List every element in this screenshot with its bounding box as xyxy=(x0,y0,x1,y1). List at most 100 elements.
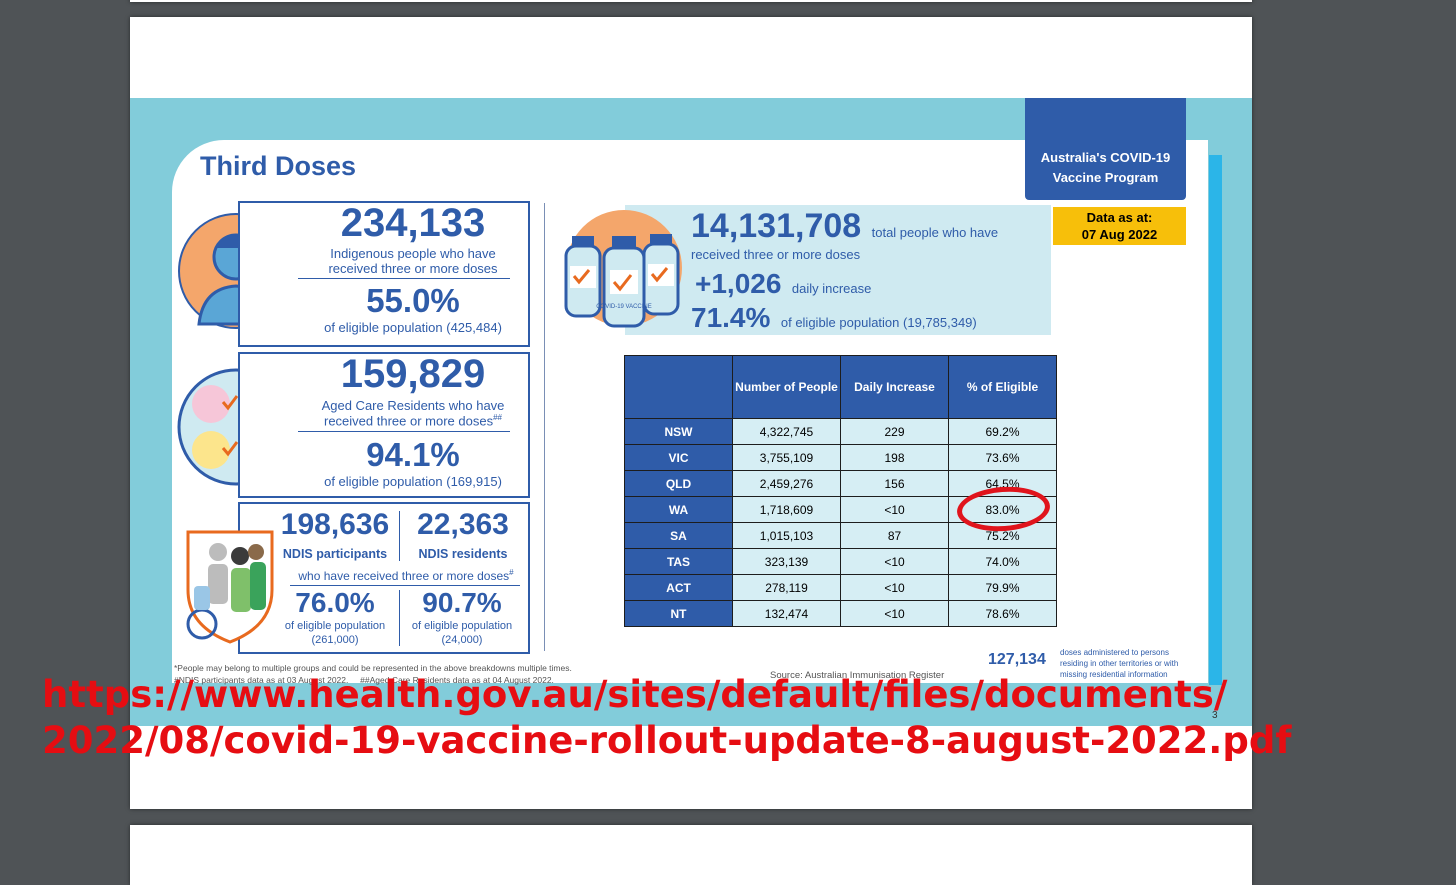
ndis-participants-label: NDIS participants xyxy=(282,547,388,561)
total-percent-label: of eligible population (19,785,349) xyxy=(780,315,977,330)
state-people: 2,459,276 xyxy=(732,470,841,497)
ndis-participants-eligible-1: of eligible population xyxy=(284,620,386,632)
other-note: doses administered to persons residing i… xyxy=(1060,647,1178,680)
table-header-row: Number of People Daily Increase % of Eli… xyxy=(624,355,1057,419)
ndis-received-text: who have received three or more doses xyxy=(298,569,510,583)
slide: Australia's COVID-19 Vaccine Program Dat… xyxy=(130,98,1252,726)
state-pct: 75.2% xyxy=(948,522,1057,549)
ndis-received: who have received three or more doses# xyxy=(288,568,524,583)
indigenous-percent: 55.0% xyxy=(366,282,460,319)
url-overlay-line-1: https://www.health.gov.au/sites/default/… xyxy=(42,673,1228,716)
state-name: QLD xyxy=(624,470,733,497)
state-pct: 69.2% xyxy=(948,418,1057,445)
aged-care-desc-2-text: received three or more doses xyxy=(324,413,494,429)
indigenous-box xyxy=(238,201,530,347)
state-name: NSW xyxy=(624,418,733,445)
ndis-residents-percent: 90.7% xyxy=(422,587,502,618)
table-row: NSW 4,322,745 229 69.2% xyxy=(624,418,1057,445)
total-percent: 71.4% xyxy=(691,302,771,333)
section-divider xyxy=(544,203,545,651)
footnote-2: #NDIS participants data as at 03 August … xyxy=(174,675,554,685)
ndis-participants-percent: 76.0% xyxy=(295,587,375,618)
table-header-pct: % of Eligible xyxy=(948,355,1057,419)
state-pct: 83.0% xyxy=(948,496,1057,523)
state-people: 3,755,109 xyxy=(732,444,841,471)
ndis-participants-count: 198,636 xyxy=(280,508,390,541)
percent-row: 71.4% of eligible population (19,785,349… xyxy=(691,302,977,334)
state-daily: <10 xyxy=(840,600,949,627)
daily-label: daily increase xyxy=(791,281,872,296)
next-page xyxy=(130,825,1252,885)
state-daily: <10 xyxy=(840,496,949,523)
ndis-residents-eligible-1: of eligible population xyxy=(411,620,513,632)
table-header-state xyxy=(624,355,733,419)
table-row: ACT 278,119 <10 79.9% xyxy=(624,574,1057,601)
aged-care-percent: 94.1% xyxy=(366,436,460,473)
table-row: WA 1,718,609 <10 83.0% xyxy=(624,496,1057,523)
state-name: TAS xyxy=(624,548,733,575)
aged-care-divider xyxy=(298,431,510,432)
state-name: NT xyxy=(624,600,733,627)
state-daily: 156 xyxy=(840,470,949,497)
daily-increase: +1,026 xyxy=(695,268,782,299)
state-name: ACT xyxy=(624,574,733,601)
total-suffix: total people who have xyxy=(871,225,999,240)
table-row: SA 1,015,103 87 75.2% xyxy=(624,522,1057,549)
slide-title: Third Doses xyxy=(200,151,357,181)
ndis-participants-eligible-2: (261,000) xyxy=(311,634,359,646)
aged-care-eligible: of eligible population (169,915) xyxy=(324,474,502,489)
indigenous-desc-1: Indigenous people who have xyxy=(330,246,496,261)
state-name: WA xyxy=(624,496,733,523)
state-pct: 74.0% xyxy=(948,548,1057,575)
state-daily: <10 xyxy=(840,574,949,601)
aged-care-desc-mark: ## xyxy=(493,413,502,422)
state-daily: 229 xyxy=(840,418,949,445)
pdf-page: Australia's COVID-19 Vaccine Program Dat… xyxy=(130,17,1252,809)
state-people: 4,322,745 xyxy=(732,418,841,445)
state-table: Number of People Daily Increase % of Eli… xyxy=(624,355,1057,627)
page-number: 3 xyxy=(1212,710,1218,721)
ndis-residents-label: NDIS residents xyxy=(418,547,508,561)
aged-care-desc-2: received three or more doses## xyxy=(298,413,528,428)
state-people: 1,718,609 xyxy=(732,496,841,523)
aged-care-box xyxy=(238,352,530,498)
other-note-line-2: residing in other territories or with xyxy=(1060,659,1179,668)
program-brand-badge: Australia's COVID-19 Vaccine Program xyxy=(1025,98,1186,200)
state-pct: 73.6% xyxy=(948,444,1057,471)
aged-care-desc-1: Aged Care Residents who have xyxy=(321,398,505,413)
state-pct: 78.6% xyxy=(948,600,1057,627)
ndis-residents-count: 22,363 xyxy=(417,508,509,541)
totals-headline: 14,131,708 total people who have xyxy=(691,207,998,246)
total-line2: received three or more doses xyxy=(691,247,861,262)
state-daily: 198 xyxy=(840,444,949,471)
ndis-residents-eligible-2: (24,000) xyxy=(441,634,483,646)
brand-line-1: Australia's COVID-19 xyxy=(1040,150,1171,165)
daily-row: +1,026 daily increase xyxy=(695,268,871,300)
totals-panel xyxy=(625,205,1051,335)
state-name: VIC xyxy=(624,444,733,471)
vaccine-vials-icon: COVID-19 VACCINE xyxy=(560,210,688,330)
table-header-people: Number of People xyxy=(732,355,841,419)
state-people: 132,474 xyxy=(732,600,841,627)
indigenous-divider xyxy=(298,278,510,279)
state-pct: 79.9% xyxy=(948,574,1057,601)
data-as-at-label: Data as at: xyxy=(1086,210,1153,225)
other-note-line-1: doses administered to persons xyxy=(1060,648,1169,657)
state-people: 278,119 xyxy=(732,574,841,601)
data-as-at-badge: Data as at: 07 Aug 2022 xyxy=(1053,207,1186,245)
other-note-line-3: missing residential information xyxy=(1060,670,1168,679)
ndis-bottom-divider xyxy=(399,590,400,646)
data-as-at-date: 07 Aug 2022 xyxy=(1081,227,1158,242)
table-row: NT 132,474 <10 78.6% xyxy=(624,600,1057,627)
table-row: VIC 3,755,109 198 73.6% xyxy=(624,444,1057,471)
other-count: 127,134 xyxy=(988,651,1046,668)
aged-care-count: 159,829 xyxy=(340,352,486,396)
indigenous-desc-2: received three or more doses xyxy=(328,261,498,276)
previous-page xyxy=(130,0,1252,2)
table-row: QLD 2,459,276 156 64.5% xyxy=(624,470,1057,497)
total-people: 14,131,708 xyxy=(691,207,862,245)
url-overlay-line-2: 2022/08/covid-19-vaccine-rollout-update-… xyxy=(42,719,1292,762)
state-pct: 64.5% xyxy=(948,470,1057,497)
ndis-top-divider xyxy=(399,511,400,561)
ndis-people-icon xyxy=(182,526,278,646)
